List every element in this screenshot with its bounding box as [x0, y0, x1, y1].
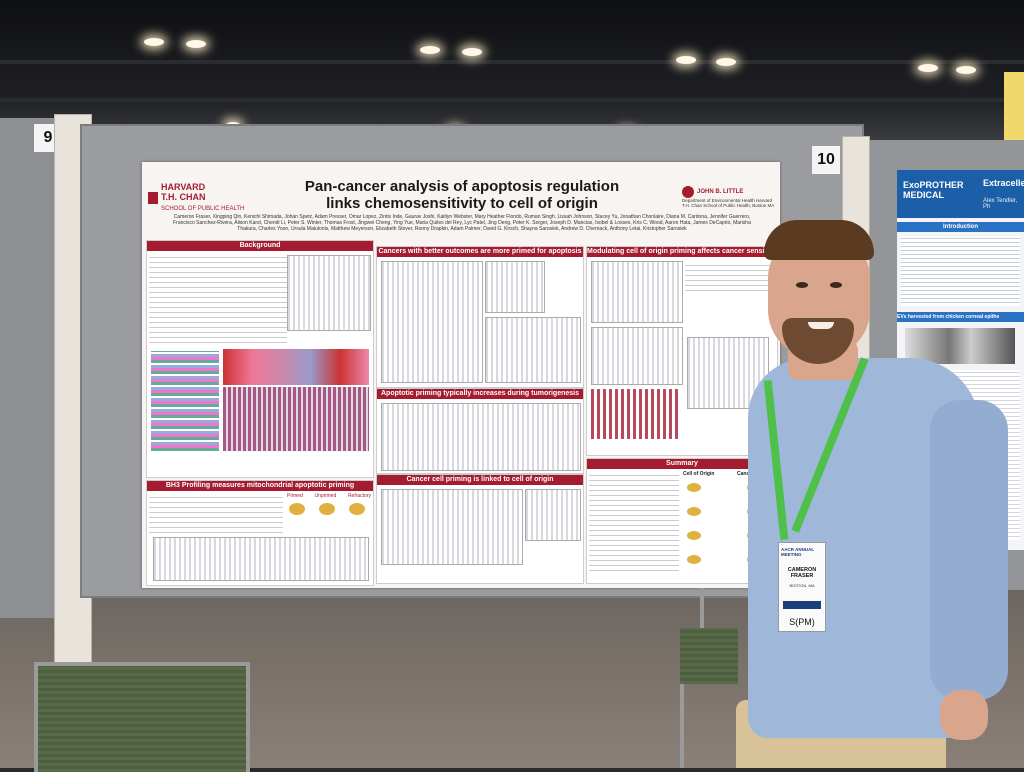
section-heading: Modulating cell of origin priming affect… — [587, 247, 777, 257]
chair-right — [680, 628, 738, 684]
chair-left — [34, 662, 250, 772]
neighbor-poster-header: ExoPROTHER MEDICAL Extracelle Alex Tendl… — [897, 170, 1024, 218]
section-heading: Apoptotic priming typically increases du… — [377, 389, 583, 399]
bh3-text — [149, 493, 283, 537]
section-linked: Cancer cell priming is linked to cell of… — [376, 474, 584, 584]
badge-city: BOSTON, MA — [789, 583, 815, 588]
shield-icon — [148, 192, 158, 204]
correlation-plot — [525, 489, 581, 541]
summary-text — [589, 471, 679, 575]
neighbor-section-heading: Introduction — [897, 222, 1024, 232]
ceiling-light — [144, 38, 164, 46]
mitochondria-icon — [687, 555, 701, 564]
mitochondria-icon — [687, 531, 701, 540]
label-primed: Primed — [287, 493, 303, 499]
badge-stripe — [783, 601, 821, 609]
name-badge: AACR ANNUAL MEETING CAMERON FRASER BOSTO… — [778, 542, 826, 632]
institution-name-2: T.H. CHAN — [161, 192, 206, 202]
author-list: Cameron Fraser, Xingping Qin, Kenichi Sh… — [173, 214, 751, 232]
survival-chart — [287, 255, 371, 331]
neighbor-title: Extracelle — [983, 178, 1024, 188]
chair-frame — [700, 588, 704, 628]
section-better-outcomes: Cancers with better outcomes are more pr… — [376, 246, 584, 388]
label-cell-of-origin: Cell of Origin — [683, 471, 715, 477]
badge-header: AACR ANNUAL MEETING — [781, 547, 814, 557]
priming-boxplot-2 — [485, 317, 581, 383]
section-background: Background — [146, 240, 374, 478]
person-eye — [830, 282, 842, 288]
label-unprimed: Unprimed — [314, 493, 337, 499]
badge-name: CAMERON FRASER — [787, 567, 817, 579]
mitochondria-icon — [319, 503, 335, 515]
section-modulating: Modulating cell of origin priming affect… — [586, 246, 778, 456]
neighbor-text — [901, 236, 1020, 306]
institution-sub: SCHOOL OF PUBLIC HEALTH — [161, 206, 245, 212]
section-heading: Cancers with better outcomes are more pr… — [377, 247, 583, 257]
neighbor-author: Alex Tendler, Ph — [983, 198, 1018, 210]
neighbor-images — [905, 328, 1015, 364]
research-poster: HARVARD T.H. CHAN SCHOOL OF PUBLIC HEALT… — [142, 162, 780, 588]
priming-heatmap — [223, 349, 369, 385]
board-number: 10 — [812, 146, 840, 174]
ceiling-light — [956, 66, 976, 74]
center-logo-sub: Department of Environmental Health Harva… — [682, 198, 775, 208]
background-text — [149, 253, 287, 347]
poster-title-line: links chemosensitivity to cell of origin — [326, 195, 598, 212]
cell-origin-boxplot — [381, 489, 523, 565]
section-heading: Background — [147, 241, 373, 251]
ceiling — [0, 0, 1024, 140]
institution-name: HARVARD — [161, 182, 206, 192]
cancer-type-matrix — [223, 387, 369, 451]
bh3-labels: Primed Unprimed Refractory — [287, 493, 371, 499]
modulation-boxplot — [591, 261, 683, 323]
label-refractory: Refractory — [347, 493, 371, 499]
scatter-plot — [485, 261, 545, 313]
sensitivity-plot — [591, 327, 683, 385]
mitochondria-icon — [349, 503, 365, 515]
ceiling-light — [716, 58, 736, 66]
ceiling-beam — [0, 98, 1024, 102]
poster-title-line: Pan-cancer analysis of apoptosis regulat… — [304, 178, 620, 195]
hanging-sign — [1004, 72, 1024, 148]
person-arm — [930, 400, 1008, 700]
mitochondria-icon — [687, 483, 701, 492]
person-hair — [764, 220, 874, 260]
harvard-logo: HARVARD T.H. CHAN SCHOOL OF PUBLIC HEALT… — [148, 182, 244, 214]
tumorigenesis-plot — [381, 403, 581, 471]
mitochondria-icon — [687, 507, 701, 516]
priming-boxplot — [381, 261, 483, 383]
section-heading: Summary — [587, 459, 777, 469]
globe-icon — [682, 186, 694, 198]
bar-chart — [591, 389, 681, 439]
person-smile — [808, 322, 834, 329]
person-hand — [940, 690, 988, 740]
poster-title: Pan-cancer analysis of apoptosis regulat… — [222, 178, 702, 212]
neighbor-section-heading: EVs harvested from chicken corneal epith… — [897, 312, 1024, 322]
chair-leg — [680, 684, 684, 768]
ceiling-light — [420, 46, 440, 54]
center-logo-name: JOHN B. LITTLE — [697, 189, 744, 195]
neighbor-logo: ExoPROTHER MEDICAL — [903, 180, 964, 200]
mitochondria-icon — [289, 503, 305, 515]
ceiling-light — [918, 64, 938, 72]
badge-sticker: S(PM) — [789, 617, 815, 627]
ceiling-light — [676, 56, 696, 64]
ceiling-light — [186, 40, 206, 48]
legend-bars — [151, 351, 219, 451]
ceiling-beam — [0, 60, 1024, 64]
ceiling-light — [462, 48, 482, 56]
person-eye — [796, 282, 808, 288]
section-tumorigenesis: Apoptotic priming typically increases du… — [376, 388, 584, 474]
section-heading: Cancer cell priming is linked to cell of… — [377, 475, 583, 485]
section-bh3: BH3 Profiling measures mitochondrial apo… — [146, 480, 374, 586]
section-heading: BH3 Profiling measures mitochondrial apo… — [147, 481, 373, 491]
center-logo: JOHN B. LITTLE Department of Environment… — [682, 186, 778, 208]
bh3-workflow-figure — [153, 537, 369, 581]
modulating-text — [685, 261, 777, 295]
